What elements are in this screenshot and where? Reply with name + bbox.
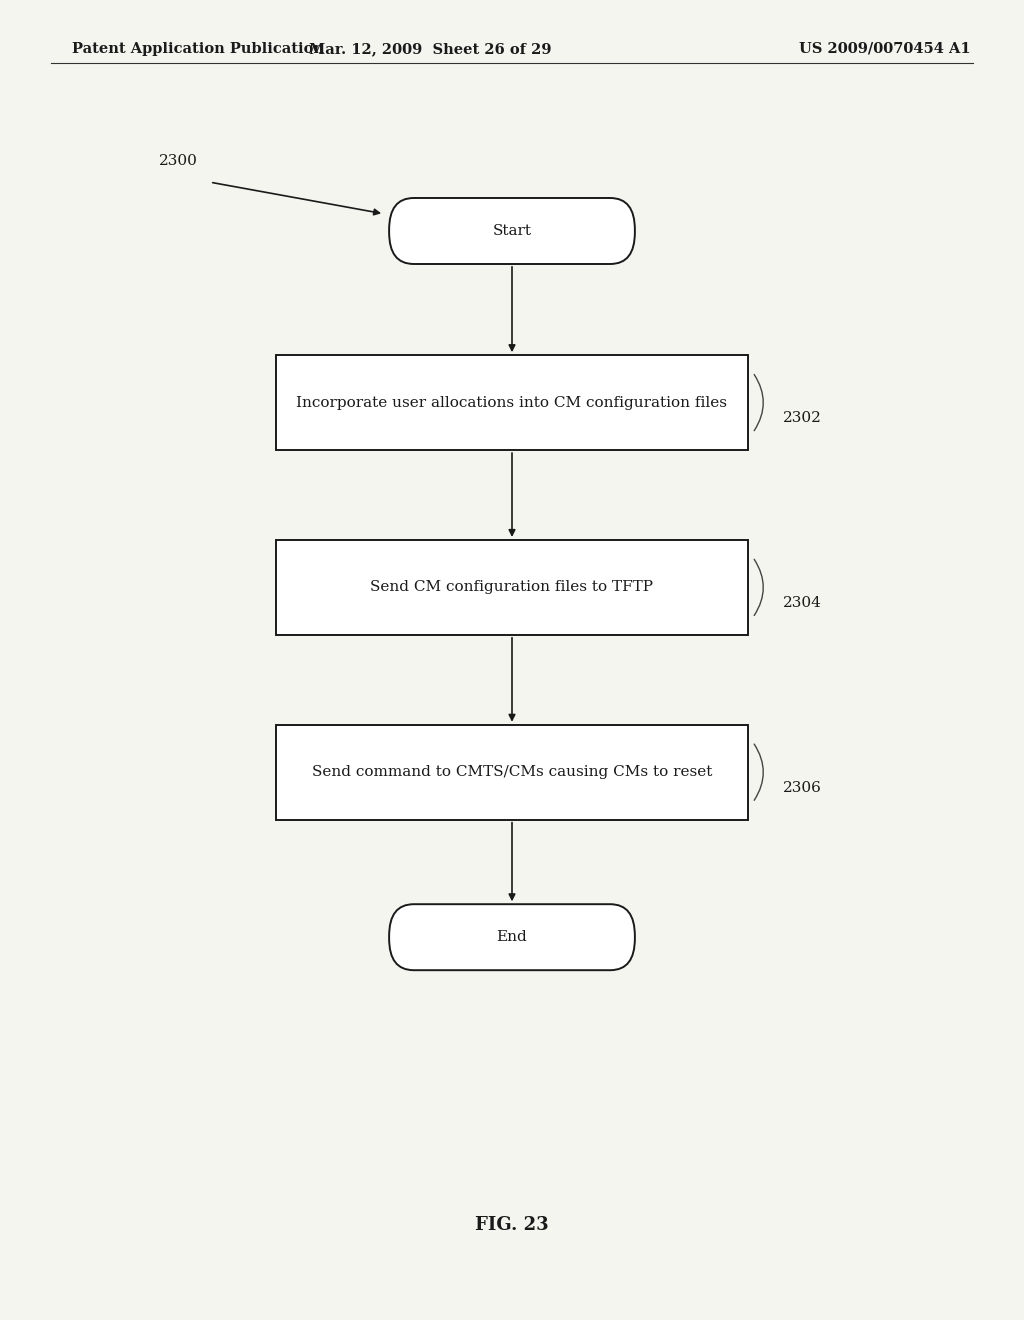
Text: Send command to CMTS/CMs causing CMs to reset: Send command to CMTS/CMs causing CMs to … [312,766,712,779]
FancyBboxPatch shape [389,198,635,264]
Text: Patent Application Publication: Patent Application Publication [72,42,324,55]
Text: 2306: 2306 [783,781,822,795]
Bar [276,540,748,635]
FancyBboxPatch shape [389,904,635,970]
Text: Incorporate user allocations into CM configuration files: Incorporate user allocations into CM con… [297,396,727,409]
Bar [276,725,748,820]
Text: 2300: 2300 [159,154,198,168]
Text: 2302: 2302 [783,412,822,425]
Text: Send CM configuration files to TFTP: Send CM configuration files to TFTP [371,581,653,594]
Text: 2304: 2304 [783,597,822,610]
Text: Start: Start [493,224,531,238]
Text: FIG. 23: FIG. 23 [475,1216,549,1234]
Bar [276,355,748,450]
Text: Mar. 12, 2009  Sheet 26 of 29: Mar. 12, 2009 Sheet 26 of 29 [309,42,551,55]
Text: US 2009/0070454 A1: US 2009/0070454 A1 [799,42,971,55]
Text: End: End [497,931,527,944]
